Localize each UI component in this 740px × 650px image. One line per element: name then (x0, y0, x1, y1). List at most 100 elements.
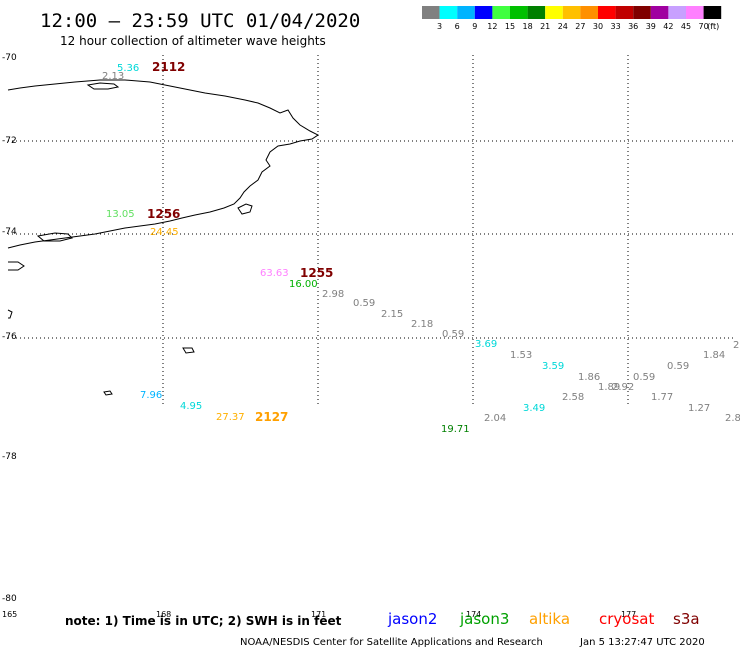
wave-height-value: 3.49 (523, 403, 545, 414)
wave-height-value: 5.36 (117, 63, 139, 74)
scale-tick-label: 6 (455, 22, 460, 31)
coastline-island (7, 309, 13, 319)
wave-height-value: 63.63 (260, 268, 289, 279)
coastline-island (237, 203, 253, 215)
wave-height-value: 3.69 (475, 339, 497, 350)
latitude-label: -72 (2, 136, 17, 146)
scale-swatch (668, 6, 686, 19)
wave-height-value: 16.00 (289, 279, 318, 290)
map-subtitle: 12 hour collection of altimeter wave hei… (60, 34, 326, 48)
wave-height-value: 13.05 (106, 209, 135, 220)
longitude-label: 174 (466, 610, 481, 619)
scale-swatch (492, 6, 510, 19)
wave-height-observations: 5.36 2.13 13.05 24.45 63.63 16.00 2.98 0… (102, 60, 740, 435)
scale-swatch (598, 6, 616, 19)
pass-time-label: 2127 (255, 410, 288, 424)
scale-tick-label: 70 (699, 22, 709, 31)
scale-tick-label: 18 (523, 22, 533, 31)
wave-height-value: 0.59 (353, 298, 375, 309)
latitude-labels: -70 -72 -74 -76 -78 -80 (2, 53, 17, 604)
wave-height-value: 2.92 (612, 382, 634, 393)
scale-swatch (545, 6, 563, 19)
latitude-label: -80 (2, 594, 17, 604)
color-scale-legend: 3 6 9 12 15 18 21 24 27 30 33 36 39 42 45 70(ft) (422, 6, 722, 31)
pass-time-label: 1255 (300, 266, 333, 280)
wave-height-value: 7.96 (140, 390, 162, 401)
wave-height-value: 0.59 (442, 329, 464, 340)
scale-tick-label: 21 (540, 22, 550, 31)
wave-height-value: 3.59 (542, 361, 564, 372)
mission-altika: altika (529, 610, 570, 628)
mission-jason2: jason2 (387, 610, 437, 628)
scale-tick-label: 45 (681, 22, 691, 31)
scale-swatch (457, 6, 475, 19)
wave-height-value: 2.8 (725, 413, 740, 424)
scale-tick-label: 33 (611, 22, 621, 31)
mission-legend: jason2 jason3 altika cryosat s3a (387, 610, 700, 628)
wave-height-value: 0.59 (633, 372, 655, 383)
mission-s3a: s3a (673, 610, 700, 628)
latitude-label: -70 (2, 53, 17, 63)
coastline (7, 79, 319, 396)
scale-swatch (474, 6, 493, 19)
coastline-island (103, 390, 113, 396)
scale-tick-label: 15 (505, 22, 515, 31)
wave-height-value: 27.37 (216, 412, 245, 423)
scale-tick-label: (ft) (707, 22, 719, 31)
scale-swatch (439, 6, 458, 19)
wave-height-value: 2.58 (562, 392, 584, 403)
scale-tick-label: 39 (646, 22, 656, 31)
scale-swatch (633, 6, 651, 19)
latitude-label: -74 (2, 227, 17, 237)
scale-tick-label: 27 (575, 22, 585, 31)
coastline-island (8, 261, 25, 271)
wave-height-value: 2.04 (484, 413, 506, 424)
longitude-labels: 165 168 171 174 177 (2, 610, 636, 619)
scale-swatch (703, 6, 722, 19)
wave-height-value: 0.59 (667, 361, 689, 372)
pass-time-label: 1256 (147, 207, 180, 221)
longitude-label: 177 (621, 610, 636, 619)
scale-tick-label: 24 (558, 22, 568, 31)
latitude-label: -76 (2, 332, 17, 342)
mission-jason3: jason3 (459, 610, 509, 628)
scale-tick-label: 36 (628, 22, 638, 31)
scale-swatch (562, 6, 581, 19)
wave-height-value: 2.13 (102, 71, 124, 82)
scale-tick-label: 42 (663, 22, 673, 31)
coastline-island (86, 82, 120, 90)
longitude-label: 168 (156, 610, 171, 619)
scale-tick-label: 30 (593, 22, 603, 31)
wave-height-value: 4.95 (180, 401, 202, 412)
map-title: 12:00 — 23:59 UTC 01/04/2020 (40, 10, 360, 32)
scale-tick-label: 12 (487, 22, 497, 31)
coastline-main (7, 79, 319, 249)
wave-height-value: 24.45 (150, 227, 179, 238)
credit-line: NOAA/NESDIS Center for Satellite Applica… (240, 637, 543, 648)
scale-swatch (580, 6, 598, 19)
wave-height-value: 2 (733, 340, 739, 351)
wave-height-value: 1.27 (688, 403, 710, 414)
pass-time-label: 2112 (152, 60, 185, 74)
scale-swatch (422, 6, 440, 19)
scale-tick-label: 9 (472, 22, 477, 31)
wave-height-value: 2.18 (411, 319, 433, 330)
generated-timestamp: Jan 5 13:27:47 UTC 2020 (579, 637, 705, 648)
wave-height-value: 1.77 (651, 392, 673, 403)
wave-height-value: 1.86 (578, 372, 600, 383)
wave-height-value: 19.71 (441, 424, 470, 435)
coastline-island (182, 347, 195, 354)
wave-height-value: 2.98 (322, 289, 344, 300)
latitude-label: -78 (2, 452, 17, 462)
wave-height-value: 2.15 (381, 309, 403, 320)
scale-tick-label: 3 (437, 22, 442, 31)
wave-height-value: 1.84 (703, 350, 725, 361)
scale-swatch (510, 6, 528, 19)
scale-swatch (527, 6, 546, 19)
coastline-island (36, 232, 73, 242)
scale-swatch (686, 6, 704, 19)
scale-swatch (650, 6, 669, 19)
mission-cryosat: cryosat (599, 610, 654, 628)
wave-height-value: 1.89 (598, 382, 620, 393)
